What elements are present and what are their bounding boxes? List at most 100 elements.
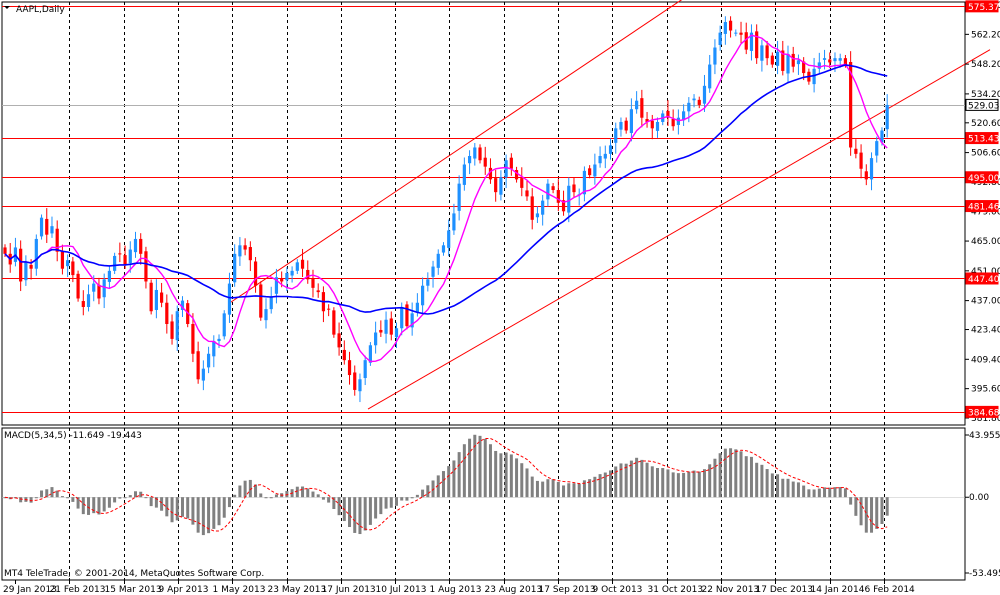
candle-body	[728, 20, 733, 31]
macd-bar	[160, 497, 164, 511]
candle-body	[285, 272, 289, 281]
macd-bar	[875, 497, 879, 529]
macd-bar	[781, 478, 785, 498]
macd-bar	[217, 497, 221, 526]
level-tag-label: 495.00	[968, 174, 1000, 184]
candle-body	[561, 200, 566, 212]
candle-body	[702, 85, 707, 104]
macd-bar	[332, 497, 336, 510]
candle-body	[86, 294, 91, 307]
price-tick-label: 395.60	[971, 385, 1000, 395]
level-tag-label: 529.03	[968, 101, 1000, 111]
candle-body	[473, 147, 477, 159]
level-tag	[965, 0, 999, 13]
date-label: 14 Jan 2014	[811, 585, 865, 595]
macd-bar	[462, 444, 466, 498]
macd-bar	[864, 497, 868, 533]
macd-bar	[702, 469, 706, 498]
candle-body	[253, 261, 258, 286]
candle-body	[92, 283, 96, 292]
candle-body	[441, 245, 446, 253]
candle-body	[97, 284, 101, 299]
price-tick-label: 479.00	[971, 207, 1000, 217]
macd-bar	[233, 494, 237, 498]
candle-body	[66, 260, 70, 267]
macd-bar	[749, 456, 753, 498]
grid	[69, 2, 885, 580]
macd-bar	[71, 497, 75, 502]
candle-body	[614, 128, 618, 143]
macd-bar	[306, 488, 310, 498]
macd-bar	[854, 497, 858, 516]
level-tag-label: 481.46	[968, 203, 1000, 213]
candle-body	[139, 238, 143, 254]
candle-body	[368, 345, 372, 363]
candle-body	[541, 200, 545, 215]
macd-bar	[614, 466, 618, 498]
candle-body	[849, 61, 853, 148]
macd-bar	[81, 497, 85, 515]
candle-body	[316, 290, 320, 293]
candles	[3, 16, 889, 403]
macd-bar	[624, 463, 628, 498]
candle-body	[29, 264, 33, 269]
candle-body	[796, 60, 801, 65]
macd-bar	[301, 486, 305, 498]
candle-body	[864, 171, 868, 180]
candle-body	[833, 58, 837, 62]
candle-body	[598, 155, 602, 164]
candle-body	[410, 313, 414, 328]
candle-body	[781, 50, 785, 71]
candle-body	[880, 130, 884, 143]
candle-body	[24, 262, 28, 281]
level-tag	[965, 272, 999, 285]
chevron-down-icon[interactable]	[4, 6, 10, 9]
macd-bar	[859, 497, 863, 526]
ma-fast-line	[4, 34, 888, 363]
macd-bar	[515, 458, 519, 498]
candle-body	[39, 217, 44, 237]
candle-body	[708, 64, 712, 89]
macd-bar	[102, 497, 106, 512]
macd-bar	[494, 450, 498, 498]
candle-body	[154, 289, 158, 310]
macd-bar	[60, 496, 64, 498]
candle-body	[123, 255, 127, 265]
candle-body	[697, 99, 701, 105]
macd-bar	[201, 497, 205, 536]
candle-body	[149, 282, 153, 312]
macd-title: MACD(5,34,5) -11.649 -19.443	[4, 431, 142, 441]
macd-tick-label: -53.495	[969, 569, 1000, 579]
candle-body	[311, 278, 315, 288]
candle-body	[269, 296, 273, 310]
candle-body	[838, 58, 842, 61]
candle-body	[415, 302, 419, 313]
macd-bar	[656, 468, 659, 498]
macd-bar	[640, 459, 644, 498]
candle-body	[379, 329, 383, 333]
macd-bar	[833, 487, 837, 498]
macd-bar	[635, 457, 639, 498]
candle-body	[327, 308, 331, 310]
macd-bar	[770, 473, 774, 498]
macd-bar	[802, 485, 806, 498]
macd-bar	[436, 475, 440, 498]
candle-body	[635, 100, 639, 110]
macd-bar	[76, 497, 80, 509]
macd-bar	[619, 463, 623, 498]
candle-body	[650, 120, 654, 129]
macd-bar	[609, 470, 613, 498]
macd-bar	[337, 497, 341, 516]
candle-body	[133, 238, 138, 253]
macd-bar	[134, 491, 137, 498]
candle-body	[666, 110, 670, 118]
candle-body	[384, 319, 388, 334]
macd-bar	[238, 485, 242, 498]
macd-bar	[316, 494, 320, 498]
last-price-tag	[965, 98, 999, 111]
candle-body	[118, 253, 122, 255]
macd-bar	[723, 448, 727, 498]
candle-body	[3, 247, 7, 254]
candle-body	[619, 121, 623, 130]
macd-bar	[535, 480, 539, 498]
